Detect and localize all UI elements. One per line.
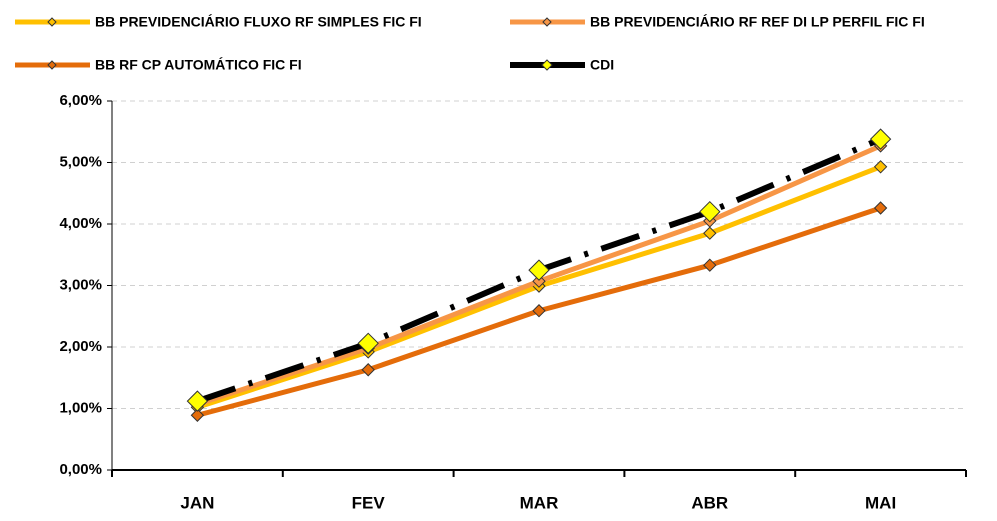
legend-label: BB PREVIDENCIÁRIO FLUXO RF SIMPLES FIC F… [95, 14, 422, 30]
y-tick-label: 1,00% [59, 399, 102, 416]
data-point [873, 160, 888, 174]
y-tick-label: 0,00% [59, 461, 102, 478]
x-tick-label: ABR [691, 493, 728, 512]
x-tick-label: FEV [352, 493, 386, 512]
data-point [190, 408, 205, 422]
legend-marker [541, 59, 553, 71]
data-point [357, 332, 379, 355]
data-point [873, 201, 888, 215]
data-point [699, 200, 721, 223]
data-point [703, 226, 717, 240]
x-tick-label: MAI [865, 493, 896, 512]
legend-label: BB RF CP AUTOMÁTICO FIC FI [95, 57, 302, 73]
y-tick-label: 3,00% [59, 276, 102, 293]
legend-label: CDI [590, 57, 614, 73]
legend-marker [47, 60, 57, 70]
y-tick-label: 5,00% [59, 153, 102, 170]
data-point [528, 259, 550, 281]
legend-marker [542, 17, 552, 27]
legend-label: BB PREVIDENCIÁRIO RF REF DI LP PERFIL FI… [590, 14, 925, 30]
data-point [869, 128, 892, 150]
data-point [532, 274, 546, 288]
x-tick-label: MAR [520, 493, 559, 512]
data-point [532, 304, 546, 318]
data-point [186, 390, 209, 412]
y-tick-label: 4,00% [59, 215, 102, 232]
x-tick-label: JAN [180, 493, 214, 512]
y-tick-label: 2,00% [59, 338, 102, 355]
data-point [703, 258, 717, 272]
legend-marker [47, 17, 57, 27]
data-point [361, 363, 375, 377]
y-tick-label: 6,00% [59, 92, 102, 109]
